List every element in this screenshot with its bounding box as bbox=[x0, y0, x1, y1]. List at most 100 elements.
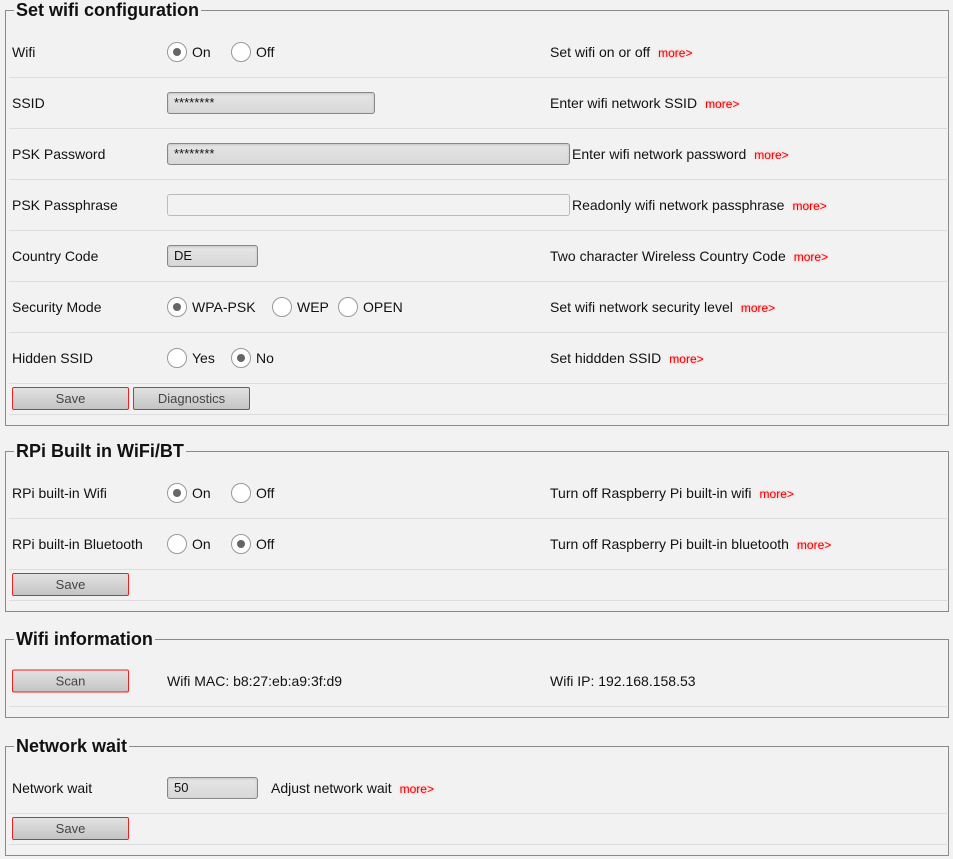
rpi-wifi-on-radio[interactable]: On bbox=[167, 483, 211, 503]
save-button[interactable]: Save bbox=[12, 817, 129, 840]
hidden-ssid-desc: Set hiddden SSID more> bbox=[550, 350, 704, 366]
wifi-row: Wifi On Off Set wifi on or off more> bbox=[9, 27, 947, 78]
open-radio[interactable]: OPEN bbox=[338, 297, 403, 317]
security-row: Security Mode WPA-PSK WEP OPEN Set wifi … bbox=[9, 282, 947, 333]
more-link[interactable]: more> bbox=[669, 352, 704, 366]
wifi-info-section: Wifi information Scan Wifi MAC: b8:27:eb… bbox=[5, 629, 949, 718]
psk-password-label: PSK Password bbox=[12, 146, 106, 162]
more-link[interactable]: more> bbox=[399, 782, 434, 796]
radio-button[interactable] bbox=[338, 297, 358, 317]
wifi-mac: Wifi MAC: b8:27:eb:a9:3f:d9 bbox=[167, 673, 343, 689]
psk-passphrase-input[interactable] bbox=[167, 194, 570, 216]
hidden-ssid-row: Hidden SSID Yes No Set hiddden SSID more> bbox=[9, 333, 947, 384]
desc-text: Adjust network wait bbox=[271, 780, 392, 796]
ssid-label: SSID bbox=[12, 95, 45, 111]
wifi-off-radio[interactable]: Off bbox=[231, 42, 274, 62]
network-wait-section: Network wait Network wait 50 Adjust netw… bbox=[5, 736, 949, 856]
wifi-info-row: Scan Wifi MAC: b8:27:eb:a9:3f:d9 Wifi IP… bbox=[9, 656, 947, 707]
psk-passphrase-row: PSK Passphrase Readonly wifi network pas… bbox=[9, 180, 947, 231]
wpa-psk-radio[interactable]: WPA-PSK bbox=[167, 297, 256, 317]
more-link[interactable]: more> bbox=[658, 46, 693, 60]
radio-button[interactable] bbox=[231, 348, 251, 368]
more-link[interactable]: more> bbox=[792, 199, 827, 213]
radio-button[interactable] bbox=[272, 297, 292, 317]
desc-text: Set wifi on or off bbox=[550, 44, 651, 60]
more-link[interactable]: more> bbox=[740, 301, 776, 315]
save-button[interactable]: Save bbox=[12, 387, 129, 410]
psk-password-row: PSK Password ******** Enter wifi network… bbox=[9, 129, 947, 180]
radio-button[interactable] bbox=[167, 42, 187, 62]
radio-label: WPA-PSK bbox=[192, 299, 256, 315]
radio-button[interactable] bbox=[231, 534, 251, 554]
rpi-bt-desc: Turn off Raspberry Pi built-in bluetooth… bbox=[550, 536, 831, 552]
ssid-input[interactable]: ******** bbox=[167, 92, 375, 114]
country-desc: Two character Wireless Country Code more> bbox=[550, 248, 828, 264]
radio-label: On bbox=[192, 536, 211, 552]
radio-label: WEP bbox=[297, 299, 329, 315]
button-row: Save bbox=[9, 570, 947, 601]
radio-button[interactable] bbox=[167, 483, 187, 503]
wifi-on-radio[interactable]: On bbox=[167, 42, 211, 62]
radio-button[interactable] bbox=[167, 348, 187, 368]
more-link[interactable]: more> bbox=[796, 538, 832, 552]
button-row: Save bbox=[9, 814, 947, 845]
desc-text: Readonly wifi network passphrase bbox=[572, 197, 785, 213]
radio-label: Off bbox=[256, 485, 275, 501]
hidden-ssid-label: Hidden SSID bbox=[12, 350, 93, 366]
wifi-label: Wifi bbox=[12, 44, 36, 60]
desc-text: Enter wifi network password bbox=[572, 146, 747, 162]
security-desc: Set wifi network security level more> bbox=[550, 299, 775, 315]
radio-label: OPEN bbox=[363, 299, 403, 315]
psk-password-input[interactable]: ******** bbox=[167, 143, 570, 165]
ssid-desc: Enter wifi network SSID more> bbox=[550, 95, 739, 111]
hidden-no-radio[interactable]: No bbox=[231, 348, 274, 368]
more-link[interactable]: more> bbox=[705, 97, 740, 111]
country-label: Country Code bbox=[12, 248, 99, 264]
rpi-bt-off-radio[interactable]: Off bbox=[231, 534, 274, 554]
diagnostics-button[interactable]: Diagnostics bbox=[133, 387, 250, 410]
more-link[interactable]: more> bbox=[793, 250, 829, 264]
rpi-bt-on-radio[interactable]: On bbox=[167, 534, 211, 554]
radio-label: Yes bbox=[192, 350, 215, 366]
more-link[interactable]: more> bbox=[759, 487, 794, 501]
desc-text: Two character Wireless Country Code bbox=[550, 248, 786, 264]
more-link[interactable]: more> bbox=[754, 148, 789, 162]
rpi-wifi-off-radio[interactable]: Off bbox=[231, 483, 274, 503]
radio-label: On bbox=[192, 485, 211, 501]
rpi-wifi-label: RPi built-in Wifi bbox=[12, 485, 107, 501]
radio-button[interactable] bbox=[167, 297, 187, 317]
security-label: Security Mode bbox=[12, 299, 102, 315]
wifi-config-section: Set wifi configuration Wifi On Off Set w… bbox=[5, 0, 949, 426]
rpi-bt-row: RPi built-in Bluetooth On Off Turn off R… bbox=[9, 519, 947, 570]
section-title: Wifi information bbox=[14, 629, 155, 649]
rpi-bt-label: RPi built-in Bluetooth bbox=[12, 536, 143, 552]
radio-label: Off bbox=[256, 44, 275, 60]
wifi-ip: Wifi IP: 192.168.158.53 bbox=[550, 673, 696, 689]
desc-text: Set wifi network security level bbox=[550, 299, 733, 315]
network-wait-label: Network wait bbox=[12, 780, 93, 796]
save-button[interactable]: Save bbox=[12, 573, 129, 596]
section-title: Network wait bbox=[14, 736, 130, 756]
country-input[interactable]: DE bbox=[167, 245, 258, 267]
desc-text: Turn off Raspberry Pi built-in wifi bbox=[550, 485, 752, 501]
radio-label: On bbox=[192, 44, 211, 60]
section-title: Set wifi configuration bbox=[14, 0, 201, 20]
network-wait-row: Network wait 50 Adjust network wait more> bbox=[9, 763, 947, 814]
network-wait-input[interactable]: 50 bbox=[167, 777, 258, 799]
wep-radio[interactable]: WEP bbox=[272, 297, 329, 317]
radio-label: No bbox=[256, 350, 274, 366]
scan-button[interactable]: Scan bbox=[12, 669, 129, 693]
desc-text: Turn off Raspberry Pi built-in bluetooth bbox=[550, 536, 789, 552]
radio-button[interactable] bbox=[167, 534, 187, 554]
desc-text: Enter wifi network SSID bbox=[550, 95, 698, 111]
network-wait-desc: Adjust network wait more> bbox=[271, 780, 434, 796]
radio-button[interactable] bbox=[231, 42, 251, 62]
ssid-row: SSID ******** Enter wifi network SSID mor… bbox=[9, 78, 947, 129]
radio-button[interactable] bbox=[231, 483, 251, 503]
rpi-builtin-section: RPi Built in WiFi/BT RPi built-in Wifi O… bbox=[5, 441, 949, 612]
radio-label: Off bbox=[256, 536, 275, 552]
hidden-yes-radio[interactable]: Yes bbox=[167, 348, 215, 368]
psk-password-desc: Enter wifi network password more> bbox=[572, 146, 789, 162]
button-row: Save Diagnostics bbox=[9, 384, 947, 415]
desc-text: Set hiddden SSID bbox=[550, 350, 662, 366]
